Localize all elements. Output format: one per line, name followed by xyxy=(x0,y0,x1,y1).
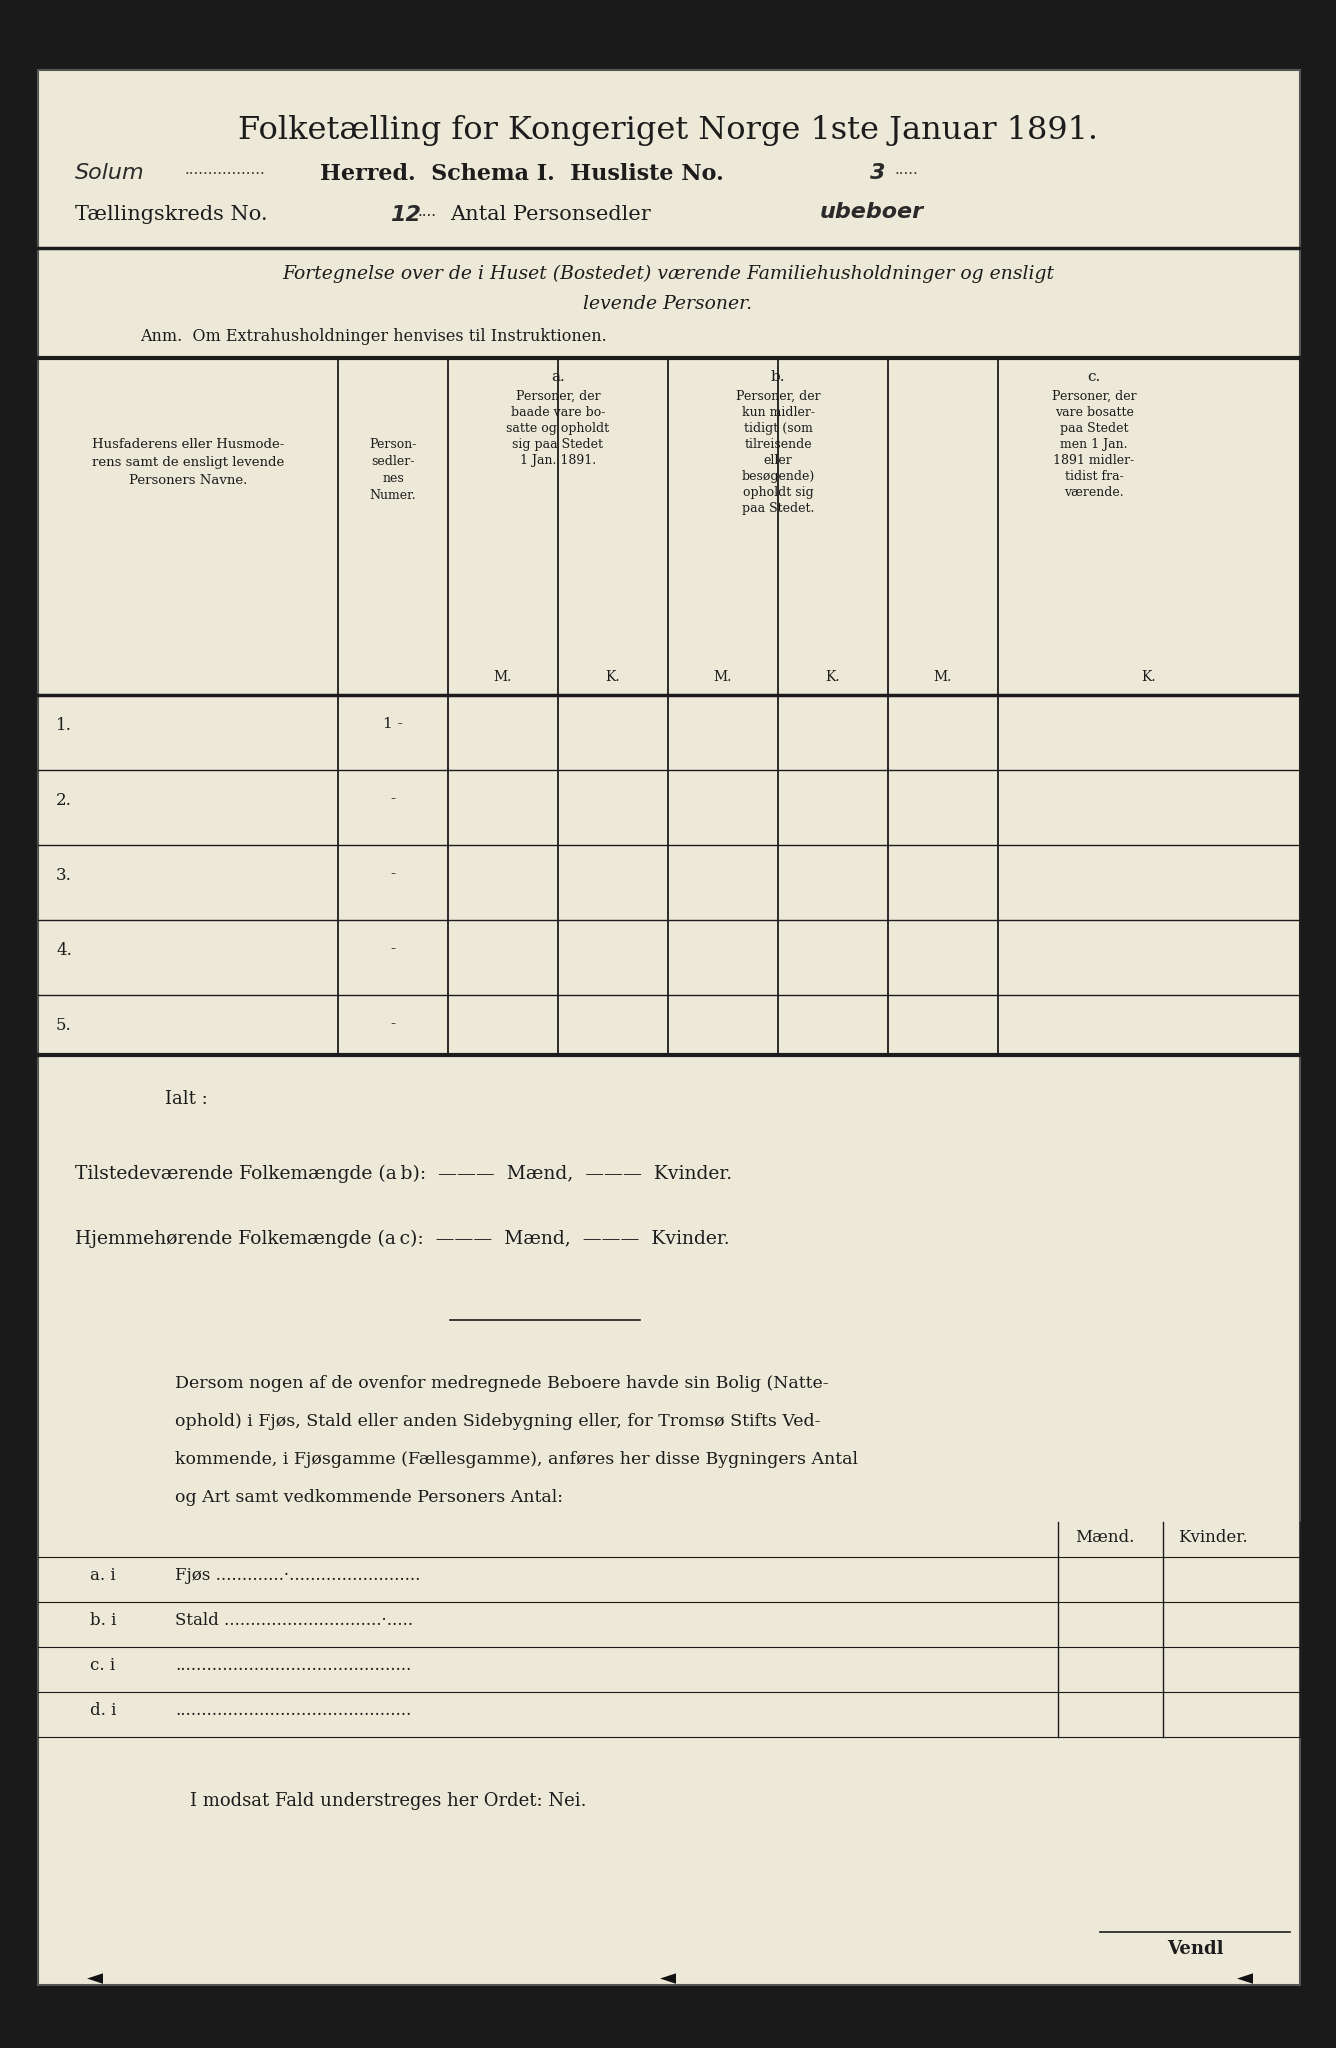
Text: Dersom nogen af de ovenfor medregnede Beboere havde sin Bolig (Natte-: Dersom nogen af de ovenfor medregnede Be… xyxy=(175,1374,828,1393)
Text: 2.: 2. xyxy=(56,793,72,809)
Text: baade vare bo-: baade vare bo- xyxy=(510,406,605,420)
Text: 4.: 4. xyxy=(56,942,72,958)
Text: satte og opholdt: satte og opholdt xyxy=(506,422,609,434)
Text: Solum: Solum xyxy=(75,164,144,182)
Text: Stald ..............................·.....: Stald ..............................·...… xyxy=(175,1612,413,1628)
Text: kommende, i Fjøsgamme (Fællesgamme), anføres her disse Bygningers Antal: kommende, i Fjøsgamme (Fællesgamme), anf… xyxy=(175,1450,858,1468)
Text: besøgende): besøgende) xyxy=(741,469,815,483)
Text: d. i: d. i xyxy=(90,1702,116,1718)
Text: paa Stedet: paa Stedet xyxy=(1059,422,1128,434)
Text: b. i: b. i xyxy=(90,1612,116,1628)
Text: Personer, der: Personer, der xyxy=(1051,389,1137,403)
Text: Anm.  Om Extrahusholdninger henvises til Instruktionen.: Anm. Om Extrahusholdninger henvises til … xyxy=(140,328,607,344)
Text: 1 -: 1 - xyxy=(383,717,403,731)
Text: Husfaderens eller Husmode-: Husfaderens eller Husmode- xyxy=(92,438,285,451)
Text: Mænd.: Mænd. xyxy=(1075,1530,1134,1546)
Text: -: - xyxy=(390,793,395,807)
Text: Personer, der: Personer, der xyxy=(736,389,820,403)
Text: 3.: 3. xyxy=(56,866,72,885)
Text: .............................................: ........................................… xyxy=(175,1702,411,1718)
Text: opholdt sig: opholdt sig xyxy=(743,485,814,500)
Text: K.: K. xyxy=(826,670,840,684)
Text: Personer, der: Personer, der xyxy=(516,389,600,403)
Text: .....: ..... xyxy=(895,164,919,176)
Text: ubeboer: ubeboer xyxy=(820,203,925,221)
Text: ophold) i Fjøs, Stald eller anden Sidebygning eller, for Tromsø Stifts Ved-: ophold) i Fjøs, Stald eller anden Sideby… xyxy=(175,1413,820,1430)
Text: -: - xyxy=(390,942,395,956)
Text: Fjøs .............·.........................: Fjøs .............·.....................… xyxy=(175,1567,421,1583)
Text: ....: .... xyxy=(418,205,437,219)
Text: ◄: ◄ xyxy=(87,1968,103,1989)
Text: -: - xyxy=(390,1018,395,1030)
Text: Fortegnelse over de i Huset (Bostedet) værende Familiehusholdninger og ensligt: Fortegnelse over de i Huset (Bostedet) v… xyxy=(282,264,1054,283)
Text: rens samt de ensligt levende: rens samt de ensligt levende xyxy=(92,457,285,469)
Text: Tilstedeværende Folkemængde (a b):  ———  Mænd,  ———  Kvinder.: Tilstedeværende Folkemængde (a b): ——— M… xyxy=(75,1165,732,1184)
Bar xyxy=(0,1980,1336,2048)
Bar xyxy=(0,0,1336,76)
Text: Folketælling for Kongeriget Norge 1ste Januar 1891.: Folketælling for Kongeriget Norge 1ste J… xyxy=(238,115,1098,145)
Text: .................: ................. xyxy=(184,164,266,176)
Text: Numer.: Numer. xyxy=(370,489,417,502)
Text: eller: eller xyxy=(764,455,792,467)
Text: 3: 3 xyxy=(870,164,886,182)
Text: c. i: c. i xyxy=(90,1657,115,1673)
Text: Vendl: Vendl xyxy=(1166,1939,1224,1958)
Text: .............................................: ........................................… xyxy=(175,1657,411,1673)
Text: Tællingskreds No.: Tællingskreds No. xyxy=(75,205,267,223)
Text: Kvinder.: Kvinder. xyxy=(1178,1530,1248,1546)
Text: -: - xyxy=(390,866,395,881)
Text: 1.: 1. xyxy=(56,717,72,733)
Text: Person-: Person- xyxy=(369,438,417,451)
Text: kun midler-: kun midler- xyxy=(741,406,815,420)
Text: Personers Navne.: Personers Navne. xyxy=(128,473,247,487)
Text: tidist fra-: tidist fra- xyxy=(1065,469,1124,483)
Text: c.: c. xyxy=(1088,371,1101,385)
Text: I modsat Fald understreges her Ordet: Nei.: I modsat Fald understreges her Ordet: Ne… xyxy=(190,1792,587,1810)
Text: 12: 12 xyxy=(390,205,421,225)
Text: Hjemmehørende Folkemængde (a c):  ———  Mænd,  ———  Kvinder.: Hjemmehørende Folkemængde (a c): ——— Mæn… xyxy=(75,1231,729,1247)
Text: tilreisende: tilreisende xyxy=(744,438,812,451)
Text: M.: M. xyxy=(934,670,953,684)
Text: værende.: værende. xyxy=(1065,485,1124,500)
Text: og Art samt vedkommende Personers Antal:: og Art samt vedkommende Personers Antal: xyxy=(175,1489,562,1505)
Text: men 1 Jan.: men 1 Jan. xyxy=(1061,438,1128,451)
Text: M.: M. xyxy=(494,670,512,684)
Text: 1891 midler-: 1891 midler- xyxy=(1053,455,1134,467)
Text: a. i: a. i xyxy=(90,1567,116,1583)
Text: M.: M. xyxy=(713,670,732,684)
Text: vare bosatte: vare bosatte xyxy=(1054,406,1133,420)
Text: sig paa Stedet: sig paa Stedet xyxy=(513,438,604,451)
Text: Herred.  Schema I.  Husliste No.: Herred. Schema I. Husliste No. xyxy=(321,164,724,184)
Text: ◄: ◄ xyxy=(660,1968,676,1989)
Text: tidigt (som: tidigt (som xyxy=(744,422,812,434)
Text: 5.: 5. xyxy=(56,1018,72,1034)
Text: sedler-: sedler- xyxy=(371,455,414,469)
Text: b.: b. xyxy=(771,371,786,385)
Text: a.: a. xyxy=(552,371,565,385)
Text: Ialt :: Ialt : xyxy=(166,1090,208,1108)
Text: levende Personer.: levende Personer. xyxy=(584,295,752,313)
Text: paa Stedet.: paa Stedet. xyxy=(741,502,814,514)
Text: 1 Jan. 1891.: 1 Jan. 1891. xyxy=(520,455,596,467)
Text: ◄: ◄ xyxy=(1237,1968,1253,1989)
Text: K.: K. xyxy=(605,670,620,684)
Text: K.: K. xyxy=(1142,670,1157,684)
Text: Antal Personsedler: Antal Personsedler xyxy=(450,205,651,223)
Text: nes: nes xyxy=(382,471,403,485)
